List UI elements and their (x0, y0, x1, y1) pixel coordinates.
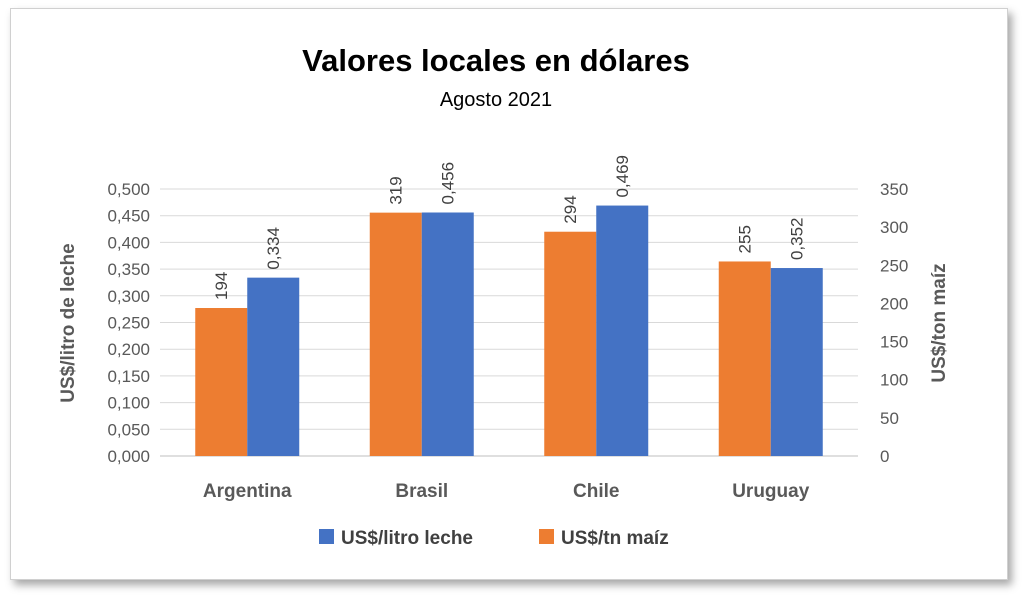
bar-leche (421, 212, 474, 456)
category-label: Uruguay (732, 481, 810, 502)
data-label: 0,469 (613, 155, 632, 198)
data-label: 294 (561, 195, 580, 223)
right-tick-label: 150 (880, 333, 908, 352)
legend-swatch (319, 529, 334, 544)
chart-title: Valores locales en dólares (302, 43, 690, 78)
category-label: Brasil (395, 481, 448, 502)
right-tick-label: 300 (880, 218, 908, 237)
left-axis-label: US$/litro de leche (58, 243, 79, 402)
data-label: 0,334 (264, 227, 283, 270)
bar-maiz (195, 308, 248, 456)
chart-frame (10, 8, 1008, 580)
bar-leche (596, 205, 649, 456)
data-label: 194 (212, 272, 231, 300)
legend: US$/litro leche US$/tn maíz (319, 528, 669, 549)
data-label: 255 (736, 225, 755, 253)
left-tick-label: 0,050 (107, 420, 150, 439)
legend-label: US$/litro leche (341, 528, 473, 549)
left-tick-label: 0,000 (107, 447, 150, 466)
left-tick-label: 0,150 (107, 367, 150, 386)
right-axis-label: US$/ton maíz (929, 263, 950, 382)
data-labels: 194 0,334 319 0,456 294 0,469 255 0,352 (212, 155, 807, 300)
category-labels: Argentina Brasil Chile Uruguay (203, 481, 810, 502)
right-tick-label: 250 (880, 256, 908, 275)
bar-maiz (718, 261, 771, 456)
left-tick-label: 0,200 (107, 340, 150, 359)
bar-leche (247, 277, 300, 456)
right-tick-label: 100 (880, 371, 908, 390)
legend-label: US$/tn maíz (561, 528, 669, 549)
bar-maiz (544, 231, 597, 456)
right-axis-ticks: 0 50 100 150 200 250 300 350 (880, 180, 908, 466)
right-tick-label: 50 (880, 409, 899, 428)
data-label: 319 (387, 176, 406, 204)
right-tick-label: 350 (880, 180, 908, 199)
left-tick-label: 0,400 (107, 233, 150, 252)
bar-maiz (369, 212, 422, 456)
data-label: 0,352 (788, 217, 807, 260)
left-tick-label: 0,450 (107, 207, 150, 226)
data-label: 0,456 (439, 162, 458, 205)
right-tick-label: 0 (880, 447, 889, 466)
chart-subtitle: Agosto 2021 (440, 89, 552, 111)
bars (195, 205, 823, 456)
left-tick-label: 0,500 (107, 180, 150, 199)
legend-swatch (539, 529, 554, 544)
left-tick-label: 0,300 (107, 287, 150, 306)
category-label: Argentina (203, 481, 292, 502)
left-axis-ticks: 0,000 0,050 0,100 0,150 0,200 0,250 0,300 0,350… (107, 180, 150, 466)
bar-leche (770, 268, 823, 456)
left-tick-label: 0,250 (107, 314, 150, 333)
category-label: Chile (573, 481, 619, 502)
left-tick-label: 0,350 (107, 260, 150, 279)
left-tick-label: 0,100 (107, 394, 150, 413)
right-tick-label: 200 (880, 294, 908, 313)
